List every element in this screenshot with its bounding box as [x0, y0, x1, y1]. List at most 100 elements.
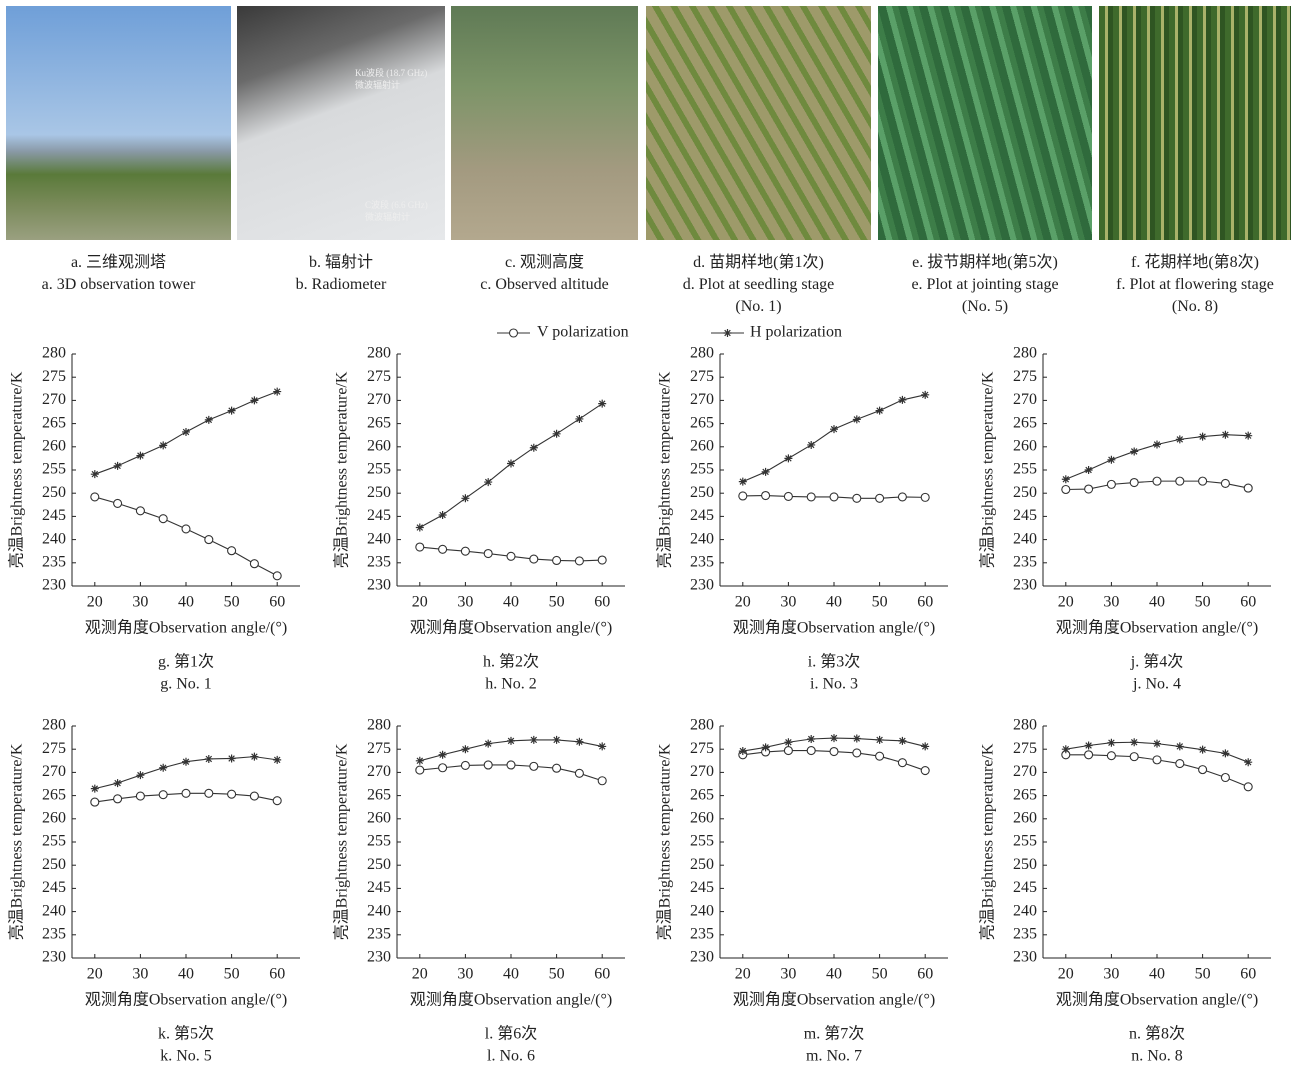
marker	[1062, 475, 1070, 483]
chart-subtitle: i. No. 3	[810, 676, 858, 693]
marker	[784, 492, 792, 500]
y-tick-label: 270	[690, 763, 714, 780]
x-tick-label: 50	[1195, 966, 1211, 983]
y-tick-label: 265	[1013, 786, 1037, 803]
marker	[182, 525, 190, 533]
marker	[1107, 456, 1115, 464]
y-tick-label: 245	[690, 879, 714, 896]
x-tick-label: 20	[87, 966, 103, 983]
marker	[553, 556, 561, 564]
marker	[1085, 741, 1093, 749]
marker	[159, 791, 167, 799]
y-tick-label: 275	[42, 740, 66, 757]
y-axis-label: 亮温Brightness temperature/K	[8, 743, 26, 940]
x-tick-label: 60	[269, 966, 285, 983]
x-tick-label: 60	[269, 594, 285, 611]
marker	[830, 748, 838, 756]
y-tick-label: 260	[690, 437, 714, 454]
y-tick-label: 280	[690, 345, 714, 362]
series-line	[743, 395, 925, 482]
y-tick-label: 270	[42, 391, 66, 408]
marker	[575, 415, 583, 423]
y-tick-label: 235	[1013, 925, 1037, 942]
y-tick-label: 240	[367, 530, 391, 547]
chart-subtitle: k. No. 5	[160, 1048, 212, 1065]
marker	[91, 798, 99, 806]
marker	[91, 493, 99, 501]
marker	[807, 493, 815, 501]
y-tick-label: 230	[1013, 577, 1037, 594]
marker	[484, 478, 492, 486]
chart-subtitle: j. No. 4	[1132, 676, 1181, 693]
chart-title: n. 第8次	[1129, 1025, 1185, 1043]
y-tick-label: 280	[42, 345, 66, 362]
x-tick-label: 20	[1058, 594, 1074, 611]
marker	[250, 753, 258, 761]
marker	[1107, 739, 1115, 747]
marker	[876, 407, 884, 415]
marker	[159, 515, 167, 523]
marker	[228, 547, 236, 555]
marker	[530, 444, 538, 452]
marker	[1176, 760, 1184, 768]
x-tick-label: 30	[1103, 966, 1119, 983]
marker	[921, 391, 929, 399]
x-tick-label: 50	[549, 966, 565, 983]
marker	[1199, 433, 1207, 441]
marker	[530, 736, 538, 744]
marker	[1107, 752, 1115, 760]
x-tick-label: 20	[87, 594, 103, 611]
y-axis-label: 亮温Brightness temperature/K	[8, 371, 26, 568]
y-tick-label: 245	[690, 507, 714, 524]
marker	[575, 557, 583, 565]
y-tick-label: 275	[690, 740, 714, 757]
x-tick-label: 40	[1149, 966, 1165, 983]
y-tick-label: 270	[690, 391, 714, 408]
y-tick-label: 245	[42, 507, 66, 524]
marker	[439, 751, 447, 759]
x-tick-label: 60	[1240, 966, 1256, 983]
y-tick-label: 255	[690, 833, 714, 850]
marker	[205, 789, 213, 797]
marker	[921, 742, 929, 750]
chart-subtitle: l. No. 6	[487, 1048, 535, 1065]
marker	[921, 493, 929, 501]
y-tick-label: 235	[42, 553, 66, 570]
y-tick-label: 255	[367, 461, 391, 478]
y-tick-label: 245	[1013, 879, 1037, 896]
y-tick-label: 240	[690, 530, 714, 547]
marker	[598, 400, 606, 408]
y-tick-label: 245	[42, 879, 66, 896]
marker	[807, 735, 815, 743]
marker	[461, 547, 469, 555]
y-tick-label: 260	[367, 809, 391, 826]
marker	[598, 742, 606, 750]
y-axis-label: 亮温Brightness temperature/K	[656, 743, 674, 940]
marker	[507, 460, 515, 468]
y-tick-label: 235	[367, 925, 391, 942]
chart-title: h. 第2次	[483, 653, 539, 671]
y-tick-label: 265	[367, 786, 391, 803]
marker	[273, 797, 281, 805]
marker	[1244, 432, 1252, 440]
y-tick-label: 250	[367, 856, 391, 873]
marker	[598, 777, 606, 785]
y-tick-label: 265	[690, 414, 714, 431]
marker	[1153, 477, 1161, 485]
y-tick-label: 230	[690, 577, 714, 594]
y-tick-label: 255	[42, 461, 66, 478]
y-tick-label: 245	[367, 507, 391, 524]
y-tick-label: 280	[1013, 717, 1037, 734]
y-tick-label: 250	[42, 484, 66, 501]
y-tick-label: 280	[42, 717, 66, 734]
x-tick-label: 40	[826, 594, 842, 611]
marker	[439, 545, 447, 553]
marker	[1130, 738, 1138, 746]
marker	[739, 492, 747, 500]
y-tick-label: 250	[1013, 484, 1037, 501]
marker	[1153, 756, 1161, 764]
y-tick-label: 265	[1013, 414, 1037, 431]
marker	[784, 454, 792, 462]
x-tick-label: 60	[917, 594, 933, 611]
marker	[159, 441, 167, 449]
